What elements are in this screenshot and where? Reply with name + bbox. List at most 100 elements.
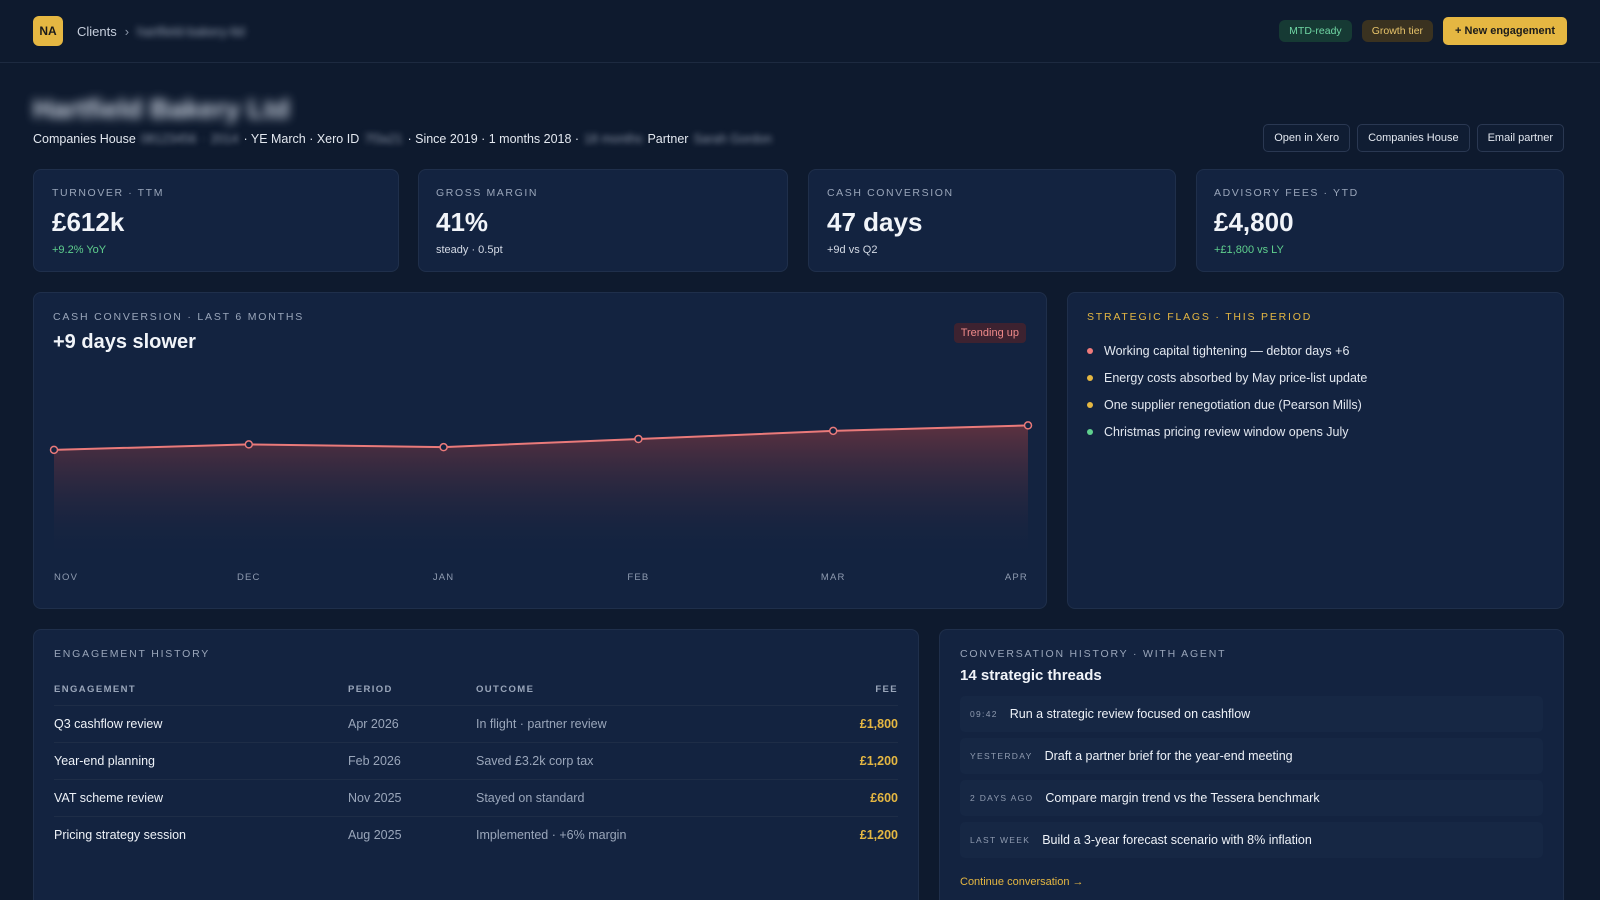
flag-item: Energy costs absorbed by May price-list … <box>1087 364 1544 391</box>
client-meta: Companies House 08123456 · 2014 · YE Mar… <box>33 132 772 146</box>
thread-item[interactable]: YESTERDAY Draft a partner brief for the … <box>960 738 1543 774</box>
conversation-history-card: Conversation history · with agent 14 str… <box>939 629 1564 900</box>
chart-series-line <box>53 424 1029 451</box>
engagement-fee: £1,200 <box>812 816 898 854</box>
kpi-card-advisory-fees: Advisory fees · YTD £4,800 +£1,800 vs LY <box>1196 169 1564 272</box>
engagement-fee: £1,800 <box>812 705 898 743</box>
kpi-card-turnover: Turnover · TTM £612k +9.2% YoY <box>33 169 399 272</box>
breadcrumb: Clients › hartfield-bakery-ltd <box>77 24 245 39</box>
client-since: · Since 2019 · 1 months 2018 · <box>407 132 580 146</box>
conversation-label: Conversation history · with agent <box>960 648 1227 660</box>
flag-text: Energy costs absorbed by May price-list … <box>1104 370 1368 385</box>
companies-house-suffix: 2014 <box>210 132 239 146</box>
companies-house-number: 08123456 <box>140 132 197 146</box>
kpi-label: Gross margin <box>436 187 539 199</box>
engagement-period: Nov 2025 <box>348 779 476 817</box>
thread-item[interactable]: LAST WEEK Build a 3-year forecast scenar… <box>960 822 1543 858</box>
engagement-table: Engagement Period Outcome Fee Q3 cashflo… <box>54 674 898 854</box>
chart-point <box>49 445 59 455</box>
engagement-label: Engagement history <box>54 648 211 660</box>
thread-list: 09:42 Run a strategic review focused on … <box>960 696 1543 858</box>
flag-dot-icon <box>1087 374 1093 381</box>
client-since-blurred: 18 months <box>584 132 643 146</box>
engagement-history-card: Engagement history Engagement Period Out… <box>33 629 919 900</box>
top-bar: NA Clients › hartfield-bakery-ltd MTD-re… <box>0 0 1600 63</box>
engagement-outcome: Stayed on standard <box>476 779 813 817</box>
kpi-value: £612k <box>52 207 125 237</box>
companies-house-button[interactable]: Companies House <box>1357 124 1470 152</box>
kpi-sub: +9.2% YoY <box>52 244 107 256</box>
xero-id: 7f3a21 <box>364 132 403 146</box>
x-tick-label: NOV <box>54 572 78 583</box>
new-engagement-button[interactable]: + New engagement <box>1443 17 1567 45</box>
partner-name: Sarah Gordon <box>693 132 772 146</box>
kpi-value: 41% <box>436 207 489 237</box>
flag-item: Working capital tightening — debtor days… <box>1087 337 1544 364</box>
chart-area <box>54 425 1028 553</box>
year-end: · YE March · Xero ID <box>243 132 360 146</box>
x-tick-label: DEC <box>237 572 261 583</box>
engagement-name: Q3 cashflow review <box>54 705 348 743</box>
continue-conversation-link[interactable]: Continue conversation → <box>960 876 1084 888</box>
email-partner-button[interactable]: Email partner <box>1476 124 1564 152</box>
conversation-title: 14 strategic threads <box>960 667 1102 684</box>
chart-title: +9 days slower <box>53 331 196 353</box>
table-row[interactable]: Q3 cashflow review Apr 2026 In flight · … <box>54 705 898 743</box>
thread-text: Draft a partner brief for the year-end m… <box>1044 749 1293 763</box>
chart-label: Cash conversion · last 6 months <box>53 311 305 323</box>
kpi-value: £4,800 <box>1214 207 1294 237</box>
engagement-fee: £1,200 <box>812 742 898 780</box>
kpi-sub: steady · 0.5pt <box>436 244 503 256</box>
chart-point <box>439 442 448 452</box>
flag-dot-icon <box>1087 347 1093 354</box>
x-tick-label: FEB <box>627 572 649 583</box>
companies-house-label: Companies House <box>33 132 136 146</box>
flag-text: One supplier renegotiation due (Pearson … <box>1104 397 1362 412</box>
thread-item[interactable]: 09:42 Run a strategic review focused on … <box>960 696 1543 732</box>
chevron-right-icon: › <box>124 23 130 39</box>
chart-point <box>244 440 254 449</box>
kpi-sub: +£1,800 vs LY <box>1214 244 1284 256</box>
breadcrumb-clients-link[interactable]: Clients <box>77 23 117 39</box>
kpi-card-gross-margin: Gross margin 41% steady · 0.5pt <box>418 169 788 272</box>
kpi-label: Advisory fees · YTD <box>1214 187 1359 199</box>
trending-up-badge: Trending up <box>953 323 1026 343</box>
breadcrumb-client: hartfield-bakery-ltd <box>137 23 245 39</box>
column-header-fee: Fee <box>875 684 898 695</box>
kpi-label: Cash conversion <box>827 187 954 199</box>
table-row[interactable]: Year-end planning Feb 2026 Saved £3.2k c… <box>54 742 898 780</box>
flag-item: One supplier renegotiation due (Pearson … <box>1087 391 1544 418</box>
avatar[interactable]: NA <box>33 16 63 46</box>
cash-conversion-chart-card: Cash conversion · last 6 months +9 days … <box>33 292 1047 609</box>
flag-dot-icon <box>1087 401 1093 408</box>
table-row[interactable]: Pricing strategy session Aug 2025 Implem… <box>54 816 898 854</box>
thread-item[interactable]: 2 DAYS AGO Compare margin trend vs the T… <box>960 780 1543 816</box>
open-in-xero-button[interactable]: Open in Xero <box>1263 124 1351 152</box>
thread-time: 2 DAYS AGO <box>970 793 1034 803</box>
partner-label: Partner <box>647 132 689 146</box>
engagement-period: Feb 2026 <box>348 742 476 780</box>
thread-time: 09:42 <box>970 709 998 719</box>
column-header-period: Period <box>348 684 393 695</box>
engagement-period: Apr 2026 <box>348 705 476 743</box>
kpi-sub: +9d vs Q2 <box>827 244 878 256</box>
engagement-name: VAT scheme review <box>54 779 348 817</box>
flag-text: Christmas pricing review window opens Ju… <box>1104 424 1349 439</box>
flag-text: Working capital tightening — debtor days… <box>1104 343 1350 358</box>
engagement-fee: £600 <box>812 779 898 817</box>
x-tick-label: JAN <box>433 572 455 583</box>
thread-time: LAST WEEK <box>970 835 1031 845</box>
kpi-value: 47 days <box>827 207 923 237</box>
x-tick-label: APR <box>1005 572 1028 583</box>
engagement-period: Aug 2025 <box>348 816 476 854</box>
engagement-outcome: In flight · partner review <box>476 705 813 743</box>
table-row[interactable]: VAT scheme review Nov 2025 Stayed on sta… <box>54 779 898 817</box>
kpi-card-cash-conversion: Cash conversion 47 days +9d vs Q2 <box>808 169 1176 272</box>
engagement-name: Pricing strategy session <box>54 816 348 854</box>
cash-conversion-chart: NOV DEC JAN FEB MAR APR <box>49 421 1033 583</box>
page-title: Hartfield Bakery Ltd <box>33 94 290 124</box>
chart-point <box>828 426 838 436</box>
mtd-ready-badge: MTD-ready <box>1279 19 1352 43</box>
flag-dot-icon <box>1087 428 1093 435</box>
chart-point <box>1023 421 1033 430</box>
